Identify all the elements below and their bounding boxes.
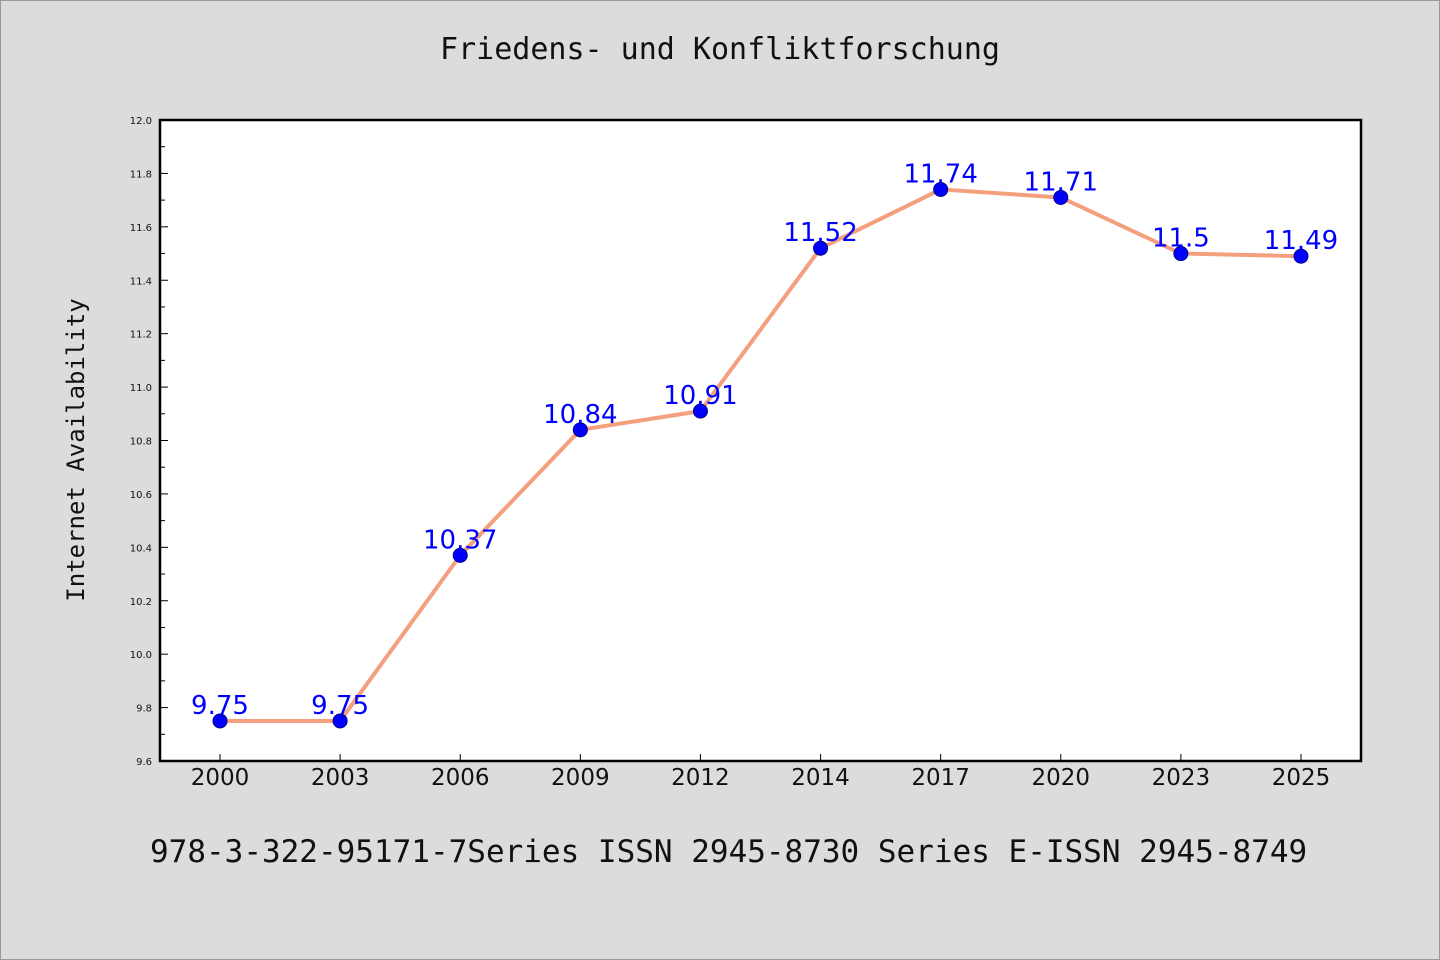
series-line (218, 187, 1303, 723)
y-tick-label: 11.0 (130, 383, 152, 394)
x-tick-label: 2012 (671, 765, 730, 791)
data-label: 11.74 (903, 159, 977, 189)
x-tick-label: 2006 (431, 765, 490, 791)
x-tick-label: 2020 (1032, 765, 1091, 791)
y-tick-label: 9.8 (136, 704, 152, 715)
data-point (933, 181, 949, 197)
y-tick-label: 11.4 (130, 276, 152, 287)
data-labels: 9.75 9.75 10.37 10.84 10.91 11.52 11.74 11.71 11… (191, 159, 1338, 720)
data-point (572, 422, 588, 438)
data-point (1293, 248, 1309, 264)
chart-title: Friedens- und Konfliktforschung (440, 32, 1000, 67)
data-point (692, 403, 708, 419)
data-label: 10.91 (663, 381, 737, 411)
data-label: 9.75 (191, 691, 249, 721)
y-tick-label: 10.8 (130, 437, 152, 448)
y-tick-label: 10.2 (130, 597, 152, 608)
data-label: 11.71 (1024, 167, 1098, 197)
data-point (332, 713, 348, 729)
data-markers (212, 181, 1309, 729)
data-label: 11.5 (1152, 224, 1210, 254)
x-axis-ticks: 2000 2003 2006 2009 2012 2014 2017 2020 2023 2025 (191, 754, 1331, 791)
y-tick-label: 10.0 (130, 650, 152, 661)
x-tick-label: 2009 (551, 765, 610, 791)
x-tick-label: 2003 (311, 765, 370, 791)
x-tick-label: 2014 (791, 765, 850, 791)
data-label: 9.75 (311, 691, 369, 721)
data-point (1053, 189, 1069, 205)
y-tick-label: 11.8 (130, 169, 152, 180)
x-tick-label: 2017 (911, 765, 970, 791)
y-tick-label: 12.0 (130, 116, 152, 127)
y-tick-label: 11.2 (130, 330, 152, 341)
data-label: 11.49 (1264, 226, 1338, 256)
y-tick-label: 10.6 (130, 490, 152, 501)
x-tick-label: 2000 (191, 765, 250, 791)
data-point (452, 547, 468, 563)
y-tick-label: 9.6 (136, 757, 152, 768)
data-point (212, 713, 228, 729)
data-label: 10.37 (423, 525, 497, 555)
y-tick-label: 11.6 (130, 223, 152, 234)
data-point (1173, 246, 1189, 262)
plot-area (160, 120, 1361, 761)
data-label: 10.84 (543, 400, 617, 430)
y-tick-label: 10.4 (130, 543, 152, 554)
data-label: 11.52 (783, 218, 857, 248)
data-point (813, 240, 829, 256)
isbn-issn-footer: 978-3-322-95171-7Series ISSN 2945-8730 S… (150, 834, 1308, 870)
x-tick-label: 2025 (1272, 765, 1331, 791)
x-tick-label: 2023 (1152, 765, 1211, 791)
plot-border (158, 118, 1363, 763)
